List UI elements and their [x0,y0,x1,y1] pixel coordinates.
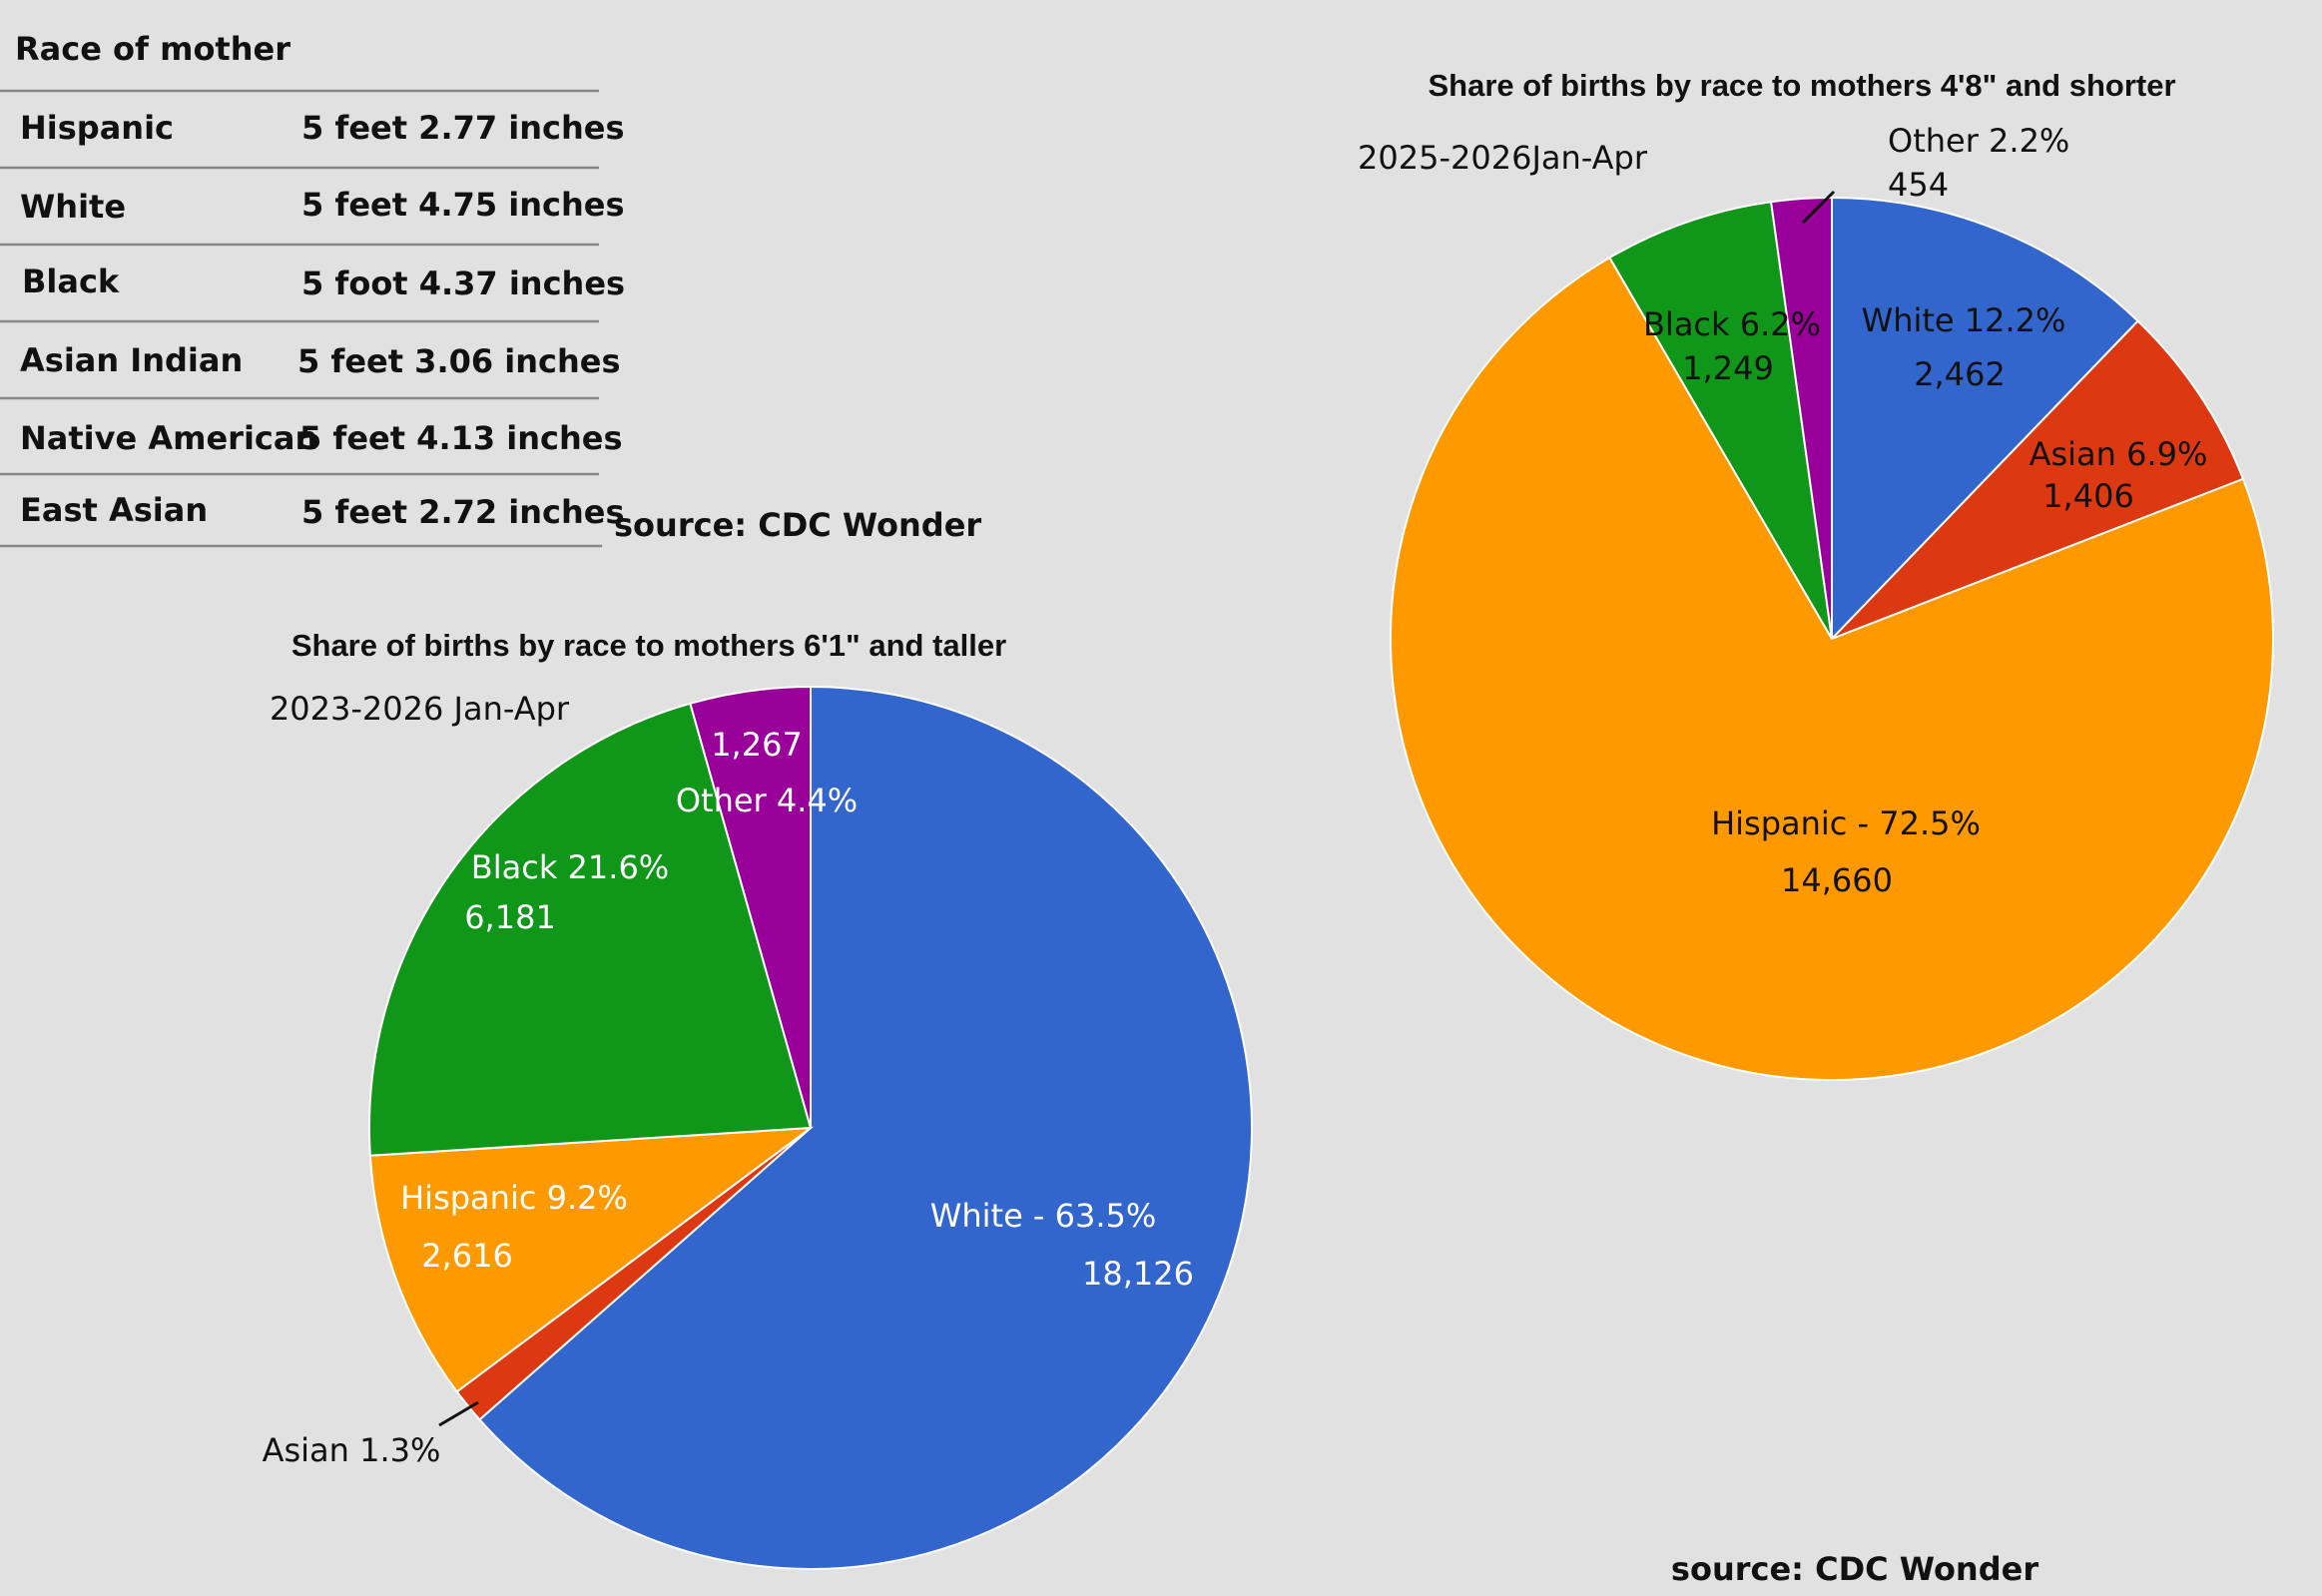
chart-subtitle: 2023-2026 Jan-Apr [270,690,570,728]
table-race-hispanic: Hispanic [20,109,174,147]
slice-count-black: 1,249 [1682,349,1774,387]
other-leader-line [1801,190,1836,225]
slice-label-white: White 12.2% [1862,301,2066,339]
pie-slices [1390,196,2274,1082]
pie-slice-white [478,685,1253,1570]
pie-slice-hispanic [368,1126,815,1393]
pie-slice-hispanic [1390,256,2274,1082]
table-race-east-asian: East Asian [20,491,208,529]
slice-count-white: 2,462 [1914,355,2006,393]
table-race-black: Black [22,263,120,300]
slice-label-asian: Asian 1.3% [263,1431,441,1469]
table-source: source: CDC Wonder [614,506,981,544]
pie-chart-tall: Share of births by race to mothers 6'1" … [263,628,1253,1570]
slice-label-asian: Asian 6.9% [2030,435,2208,473]
slice-label-hispanic: Hispanic - 72.5% [1711,804,1981,842]
pie-chart-short: Share of births by race to mothers 4'8" … [1358,68,2274,1082]
table-height-black: 5 foot 4.37 inches [301,265,625,302]
pie-slice-other [689,685,812,1129]
asian-leader-line [438,1400,479,1427]
pie-slice-black [368,702,813,1157]
slice-count-asian: 1,406 [2042,477,2134,515]
slice-label-other: Other 2.2% [1888,122,2069,160]
table-header: Race of mother [15,30,290,68]
slice-count-black: 6,181 [464,898,556,936]
height-table: Race of mother Hispanic 5 feet 2.77 inch… [0,30,981,548]
bottom-source: source: CDC Wonder [1671,1550,2038,1588]
table-height-native-american: 5 feet 4.13 inches [299,419,623,457]
slice-label-black: Black 6.2% [1643,305,1821,343]
table-height-east-asian: 5 feet 2.72 inches [301,493,625,531]
slice-count-white: 18,126 [1082,1255,1194,1293]
table-height-asian-indian: 5 feet 3.06 inches [297,342,621,380]
table-race-asian-indian: Asian Indian [20,341,243,379]
pie-slice-asian [1831,319,2245,640]
slice-count-other: 1,267 [711,726,803,764]
table-height-hispanic: 5 feet 2.77 inches [301,109,625,147]
table-race-white: White [20,188,126,226]
slice-count-other: 454 [1888,166,1949,204]
table-race-native-american: Native American [20,419,317,457]
slice-label-other: Other 4.4% [676,782,858,819]
chart-title: Share of births by race to mothers 4'8" … [1428,68,2175,103]
slice-label-hispanic: Hispanic 9.2% [400,1179,628,1217]
slice-count-hispanic: 14,660 [1781,861,1893,899]
chart-subtitle: 2025-2026Jan-Apr [1358,139,1648,177]
pie-slice-black [1608,201,1833,640]
pie-slice-white [1831,196,2140,642]
table-height-white: 5 feet 4.75 inches [301,186,625,224]
slice-label-black: Black 21.6% [471,848,669,886]
slice-label-white: White - 63.5% [930,1197,1157,1235]
slice-count-hispanic: 2,616 [421,1237,513,1275]
pie-slices [368,685,1253,1570]
pie-slice-other [1769,196,1833,640]
chart-title: Share of births by race to mothers 6'1" … [291,628,1006,663]
